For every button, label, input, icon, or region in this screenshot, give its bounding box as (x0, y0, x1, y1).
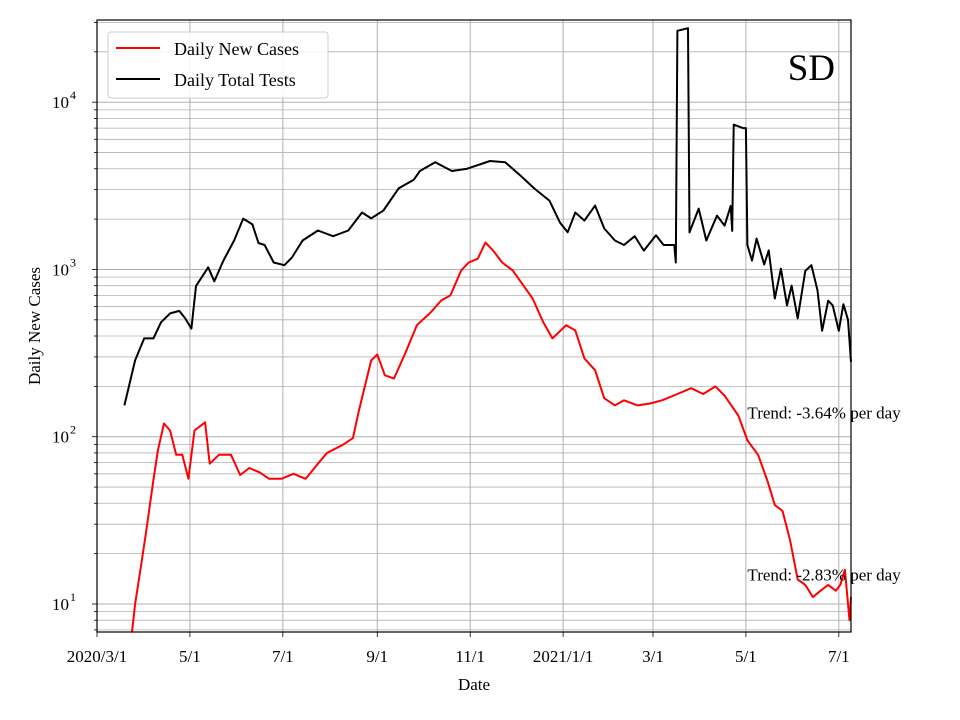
legend: Daily New Cases Daily Total Tests (107, 31, 329, 99)
y-tick-exponent: 4 (70, 88, 76, 102)
daily-new-cases-line (131, 241, 852, 633)
x-tick-label: 5/1 (735, 647, 757, 666)
x-tick-label: 7/1 (272, 647, 294, 666)
x-axis-label: Date (458, 675, 490, 694)
y-tick-label: 10 (52, 93, 69, 112)
y-tick-exponent: 1 (70, 590, 76, 604)
x-tick-label: 3/1 (642, 647, 664, 666)
x-tick-label: 2020/3/1 (67, 647, 127, 666)
x-tick-label: 9/1 (366, 647, 388, 666)
x-tick-label: 5/1 (179, 647, 201, 666)
y-tick-label: 10 (52, 428, 69, 447)
x-tick-label: 11/1 (455, 647, 485, 666)
legend-label-cases: Daily New Cases (174, 39, 299, 59)
x-tick-label: 7/1 (828, 647, 850, 666)
grid (96, 20, 851, 632)
y-tick-label: 10 (52, 595, 69, 614)
daily-total-tests-line (123, 27, 852, 406)
legend-label-tests: Daily Total Tests (174, 70, 296, 90)
x-axis: 2020/3/1 5/1 7/1 9/1 11/1 2021/1/1 3/1 5/1 7/1 (67, 632, 850, 666)
chart-title: SD (788, 48, 835, 89)
annotations: Trend: -3.64% per day Trend: -2.83% per d… (747, 403, 901, 584)
trend-annotation: Trend: -2.83% per day (747, 566, 901, 585)
y-tick-exponent: 2 (70, 423, 76, 437)
y-tick-exponent: 3 (70, 255, 76, 269)
legend-box (107, 31, 329, 99)
y-axis-label: Daily New Cases (25, 267, 44, 385)
x-tick-label: 2021/1/1 (533, 647, 593, 666)
y-tick-label: 10 (52, 260, 69, 279)
series-lines (123, 27, 852, 633)
trend-annotation: Trend: -3.64% per day (747, 403, 901, 422)
plot-frame (96, 19, 852, 633)
